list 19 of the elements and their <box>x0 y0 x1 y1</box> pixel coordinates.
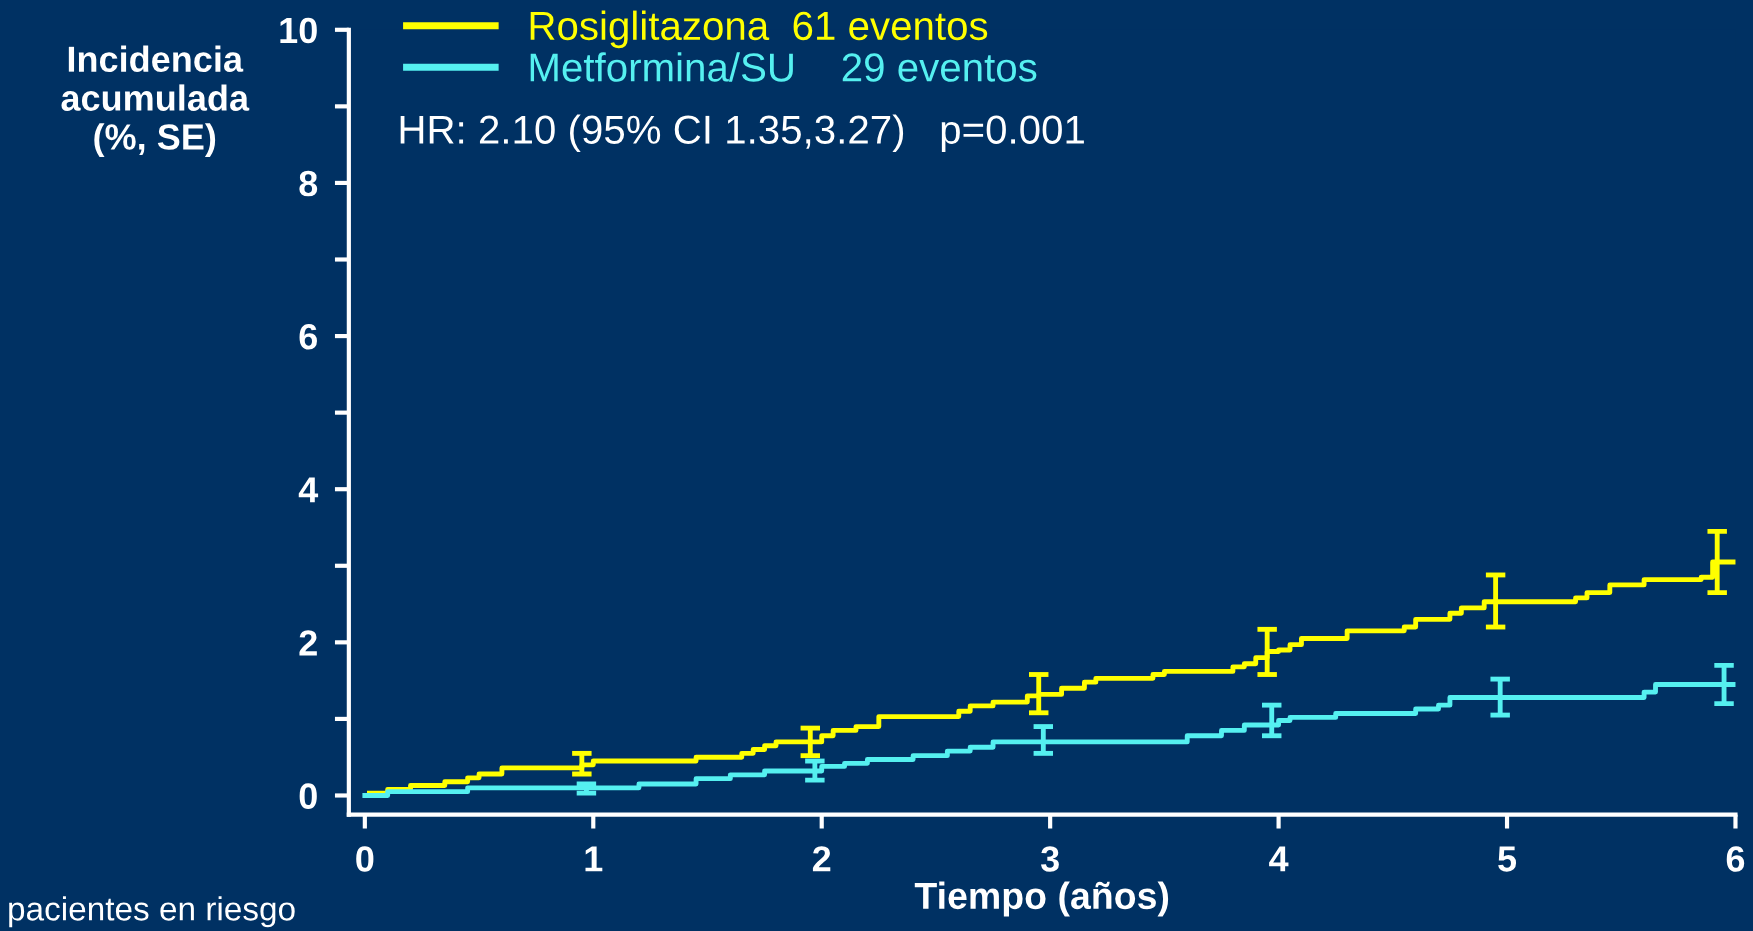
y-tick-label: 4 <box>298 477 319 503</box>
y-tick-label: 6 <box>299 323 317 350</box>
x-tick-label: 1 <box>585 846 603 872</box>
y-tick-label: 8 <box>299 170 318 197</box>
y-tick-label: 0 <box>299 783 317 809</box>
y-tick-label: 2 <box>299 630 317 656</box>
x-tick-label: 3 <box>1040 846 1059 872</box>
y-tick-label: 10 <box>280 17 317 44</box>
x-tick-label: 4 <box>1269 846 1289 872</box>
legend-label: Rosiglitazona 61 eventos <box>530 10 988 49</box>
x-tick-label: 5 <box>1498 846 1517 872</box>
text: pacientes en riesgo <box>9 896 295 928</box>
legend-label: Metformina/SU 29 eventos <box>530 52 1037 82</box>
annotation: HR: 2.10 (95% CI 1.35,3.27) p=0.001 <box>400 114 1084 152</box>
x-tick-label: 2 <box>812 846 831 872</box>
x-tick-label: 6 <box>1726 846 1745 872</box>
y-axis-title: Incidencia acumulada (%, SE) <box>61 45 250 157</box>
x-tick-label: 0 <box>356 846 374 872</box>
x-axis-title: Tiempo (años) <box>914 881 1169 917</box>
